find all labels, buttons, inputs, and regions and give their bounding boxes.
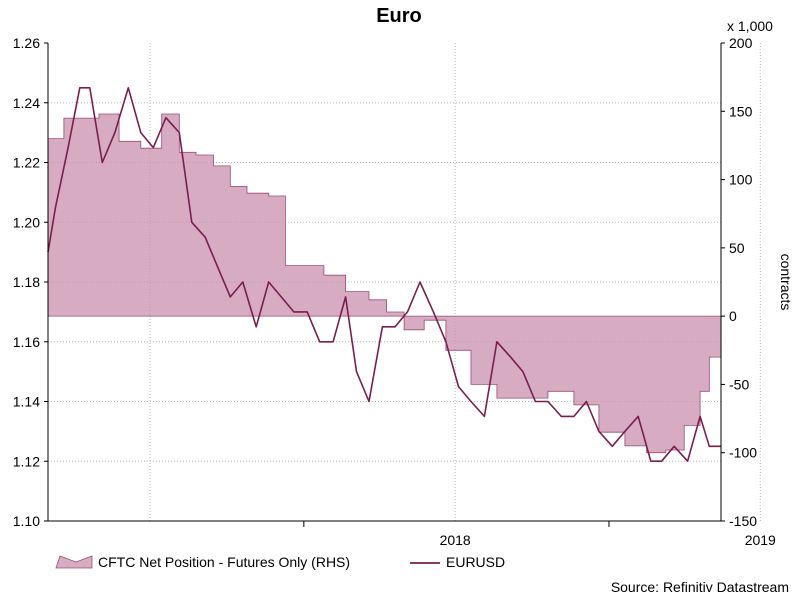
legend-label-cftc: CFTC Net Position - Futures Only (RHS) <box>98 554 350 570</box>
legend-swatch-cftc <box>55 555 93 569</box>
right-tick-label: 100 <box>729 172 753 188</box>
right-tick-label: -150 <box>729 513 757 529</box>
left-tick-label: 1.26 <box>13 35 40 51</box>
line-layer <box>47 87 721 463</box>
source-note: Source: Refinitiv Datastream <box>611 579 789 595</box>
left-tick-label: 1.24 <box>13 95 40 111</box>
right-tick-label: 0 <box>729 308 737 324</box>
chart-title: Euro <box>376 5 422 27</box>
legend: CFTC Net Position - Futures Only (RHS) EU… <box>55 554 505 570</box>
left-tick-label: 1.22 <box>13 155 40 171</box>
right-axis-label: contracts <box>778 254 794 311</box>
left-tick-label: 1.16 <box>13 334 40 350</box>
x-tick-label: 2018 <box>440 532 471 548</box>
eurusd-line <box>47 87 721 463</box>
left-tick-label: 1.14 <box>13 394 40 410</box>
left-tick-label: 1.10 <box>13 513 40 529</box>
right-tick-label: 200 <box>729 35 753 51</box>
area-layer <box>47 113 722 454</box>
right-axis-unit-label: x 1,000 <box>727 18 773 34</box>
right-tick-label: -50 <box>729 376 749 392</box>
cftc-net-position-area <box>47 113 722 454</box>
right-tick-label: 150 <box>729 103 753 119</box>
legend-label-eurusd: EURUSD <box>446 554 505 570</box>
left-tick-label: 1.12 <box>13 453 40 469</box>
x-tick-label: 2019 <box>745 532 776 548</box>
left-tick-label: 1.18 <box>13 274 40 290</box>
grid <box>47 43 761 521</box>
right-tick-label: -100 <box>729 445 757 461</box>
right-tick-label: 50 <box>729 240 745 256</box>
axes: 1.10 1.12 1.14 1.16 1.18 1.20 1.22 1.24 1.26 -150… <box>13 35 776 548</box>
left-tick-label: 1.20 <box>13 214 40 230</box>
